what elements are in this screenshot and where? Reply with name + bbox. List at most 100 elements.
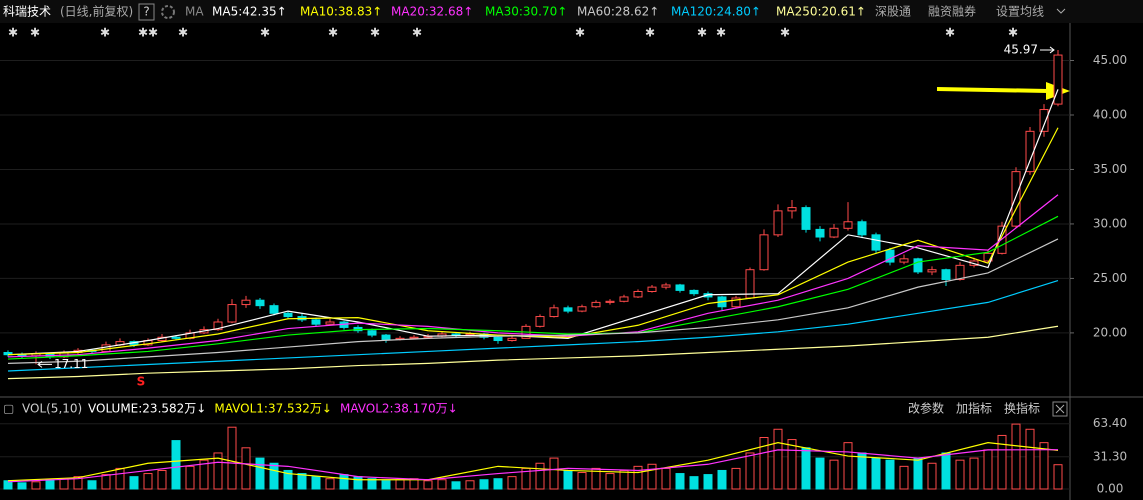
button[interactable]: 换指标 — [1004, 401, 1040, 416]
volume-bar — [311, 476, 321, 490]
volume-bar — [871, 457, 881, 490]
volume-bar — [535, 462, 545, 490]
volume-bar — [325, 478, 335, 490]
mode[interactable]: (日线,前复权) — [60, 4, 133, 19]
candle-body — [549, 307, 559, 318]
y-tick-label: 45.00 — [1093, 53, 1127, 67]
volume-bar — [633, 465, 643, 490]
volume-bar — [465, 480, 475, 490]
marker: ✱ — [780, 26, 790, 40]
volume-bar — [703, 474, 713, 490]
y-tick-label: 25.00 — [1093, 271, 1127, 285]
volume-bar — [129, 476, 139, 490]
candle-body — [633, 290, 643, 298]
marker: ✱ — [370, 26, 380, 40]
volume-bar — [885, 459, 895, 490]
marker: ✱✱ — [138, 26, 158, 40]
marker: ✱ — [697, 26, 707, 40]
candle-body — [675, 284, 685, 291]
volume-bar — [101, 474, 111, 490]
volume-bar — [395, 479, 405, 490]
button[interactable]: 深股通 — [875, 5, 911, 19]
candle-body — [493, 336, 503, 342]
candle-body — [1039, 109, 1049, 132]
candle-body — [773, 210, 783, 236]
close-icon[interactable] — [1055, 404, 1065, 414]
help-box[interactable] — [138, 3, 155, 21]
volume-bar — [157, 469, 167, 490]
volume-bar — [927, 462, 937, 490]
candle-body — [913, 258, 923, 273]
candle-body — [451, 333, 461, 336]
stock-name: 科瑞技术 — [3, 5, 51, 19]
candle-body — [171, 336, 181, 339]
button[interactable]: 融资融券 — [928, 4, 976, 19]
volume-bar — [87, 480, 97, 490]
candle-body — [843, 221, 853, 229]
vol-title: VOL(5,10) — [22, 402, 82, 416]
mavol-line — [7, 442, 1059, 482]
vol-legend: MAVOL1:37.532万↓ — [214, 402, 332, 416]
volume-bar — [339, 474, 349, 490]
candle-body — [885, 249, 895, 263]
vol-legend: VOLUME:23.582万↓ — [88, 402, 206, 416]
ma-legend: MA250:20.61↑ — [776, 5, 866, 19]
settings-icon[interactable] — [161, 5, 175, 19]
marker: ✱ — [30, 26, 40, 40]
candle-body — [619, 296, 629, 302]
annotation: 17.11 — [54, 357, 88, 371]
volume-bar — [969, 457, 979, 490]
button[interactable]: 加指标 — [956, 401, 992, 416]
candle-body — [787, 207, 797, 212]
volume-bar — [549, 457, 559, 490]
marker: ✱ — [100, 26, 110, 40]
volume-bar — [997, 434, 1007, 490]
marker: ✱ — [328, 26, 338, 40]
volume-bar — [647, 463, 657, 490]
volume-bar — [1025, 428, 1035, 490]
volume-bar — [983, 449, 993, 490]
ma-legend: MA5:42.35↑ — [212, 5, 287, 19]
candle-body — [1053, 54, 1063, 105]
volume-bar — [507, 476, 517, 490]
candle-body — [689, 289, 699, 295]
volume-bar — [143, 473, 153, 490]
candle-body — [815, 228, 825, 238]
close-box[interactable] — [1052, 401, 1068, 417]
y-tick-label: 20.00 — [1093, 325, 1127, 339]
volume-bar — [745, 452, 755, 490]
dropdown[interactable] — [1056, 8, 1066, 14]
volume-bar — [115, 467, 125, 490]
help[interactable]: ? — [143, 5, 149, 19]
candle-body — [213, 321, 223, 331]
ma-line — [7, 215, 1059, 360]
ma-label: MA — [185, 5, 204, 19]
volume-bar — [829, 459, 839, 490]
marker: ✱ — [260, 26, 270, 40]
button[interactable]: 改参数 — [908, 401, 944, 416]
ma-line — [7, 280, 1059, 372]
volume-bar — [381, 480, 391, 490]
marker: ✱ — [8, 26, 18, 40]
volume-bar — [843, 442, 853, 490]
candle-body — [255, 299, 265, 307]
candle-body — [227, 304, 237, 323]
ma-line — [7, 194, 1059, 358]
volume-bar — [199, 459, 209, 490]
highlight-arrow — [936, 87, 1049, 93]
signal-marker: S — [137, 375, 146, 389]
volume-bar — [1053, 464, 1063, 490]
volume-bar — [801, 447, 811, 490]
volume-bar — [577, 472, 587, 490]
y-tick-label: 63.40 — [1093, 416, 1127, 430]
y-tick-label: 0.00 — [1097, 482, 1124, 496]
candle-body — [381, 334, 391, 340]
collapse[interactable]: ▢ — [3, 402, 14, 416]
candle-body — [241, 299, 251, 306]
volume-bar — [675, 473, 685, 490]
volume-bar — [269, 462, 279, 490]
candle-body — [899, 258, 909, 263]
candle-body — [941, 269, 951, 281]
button[interactable]: 设置均线 — [996, 5, 1044, 19]
